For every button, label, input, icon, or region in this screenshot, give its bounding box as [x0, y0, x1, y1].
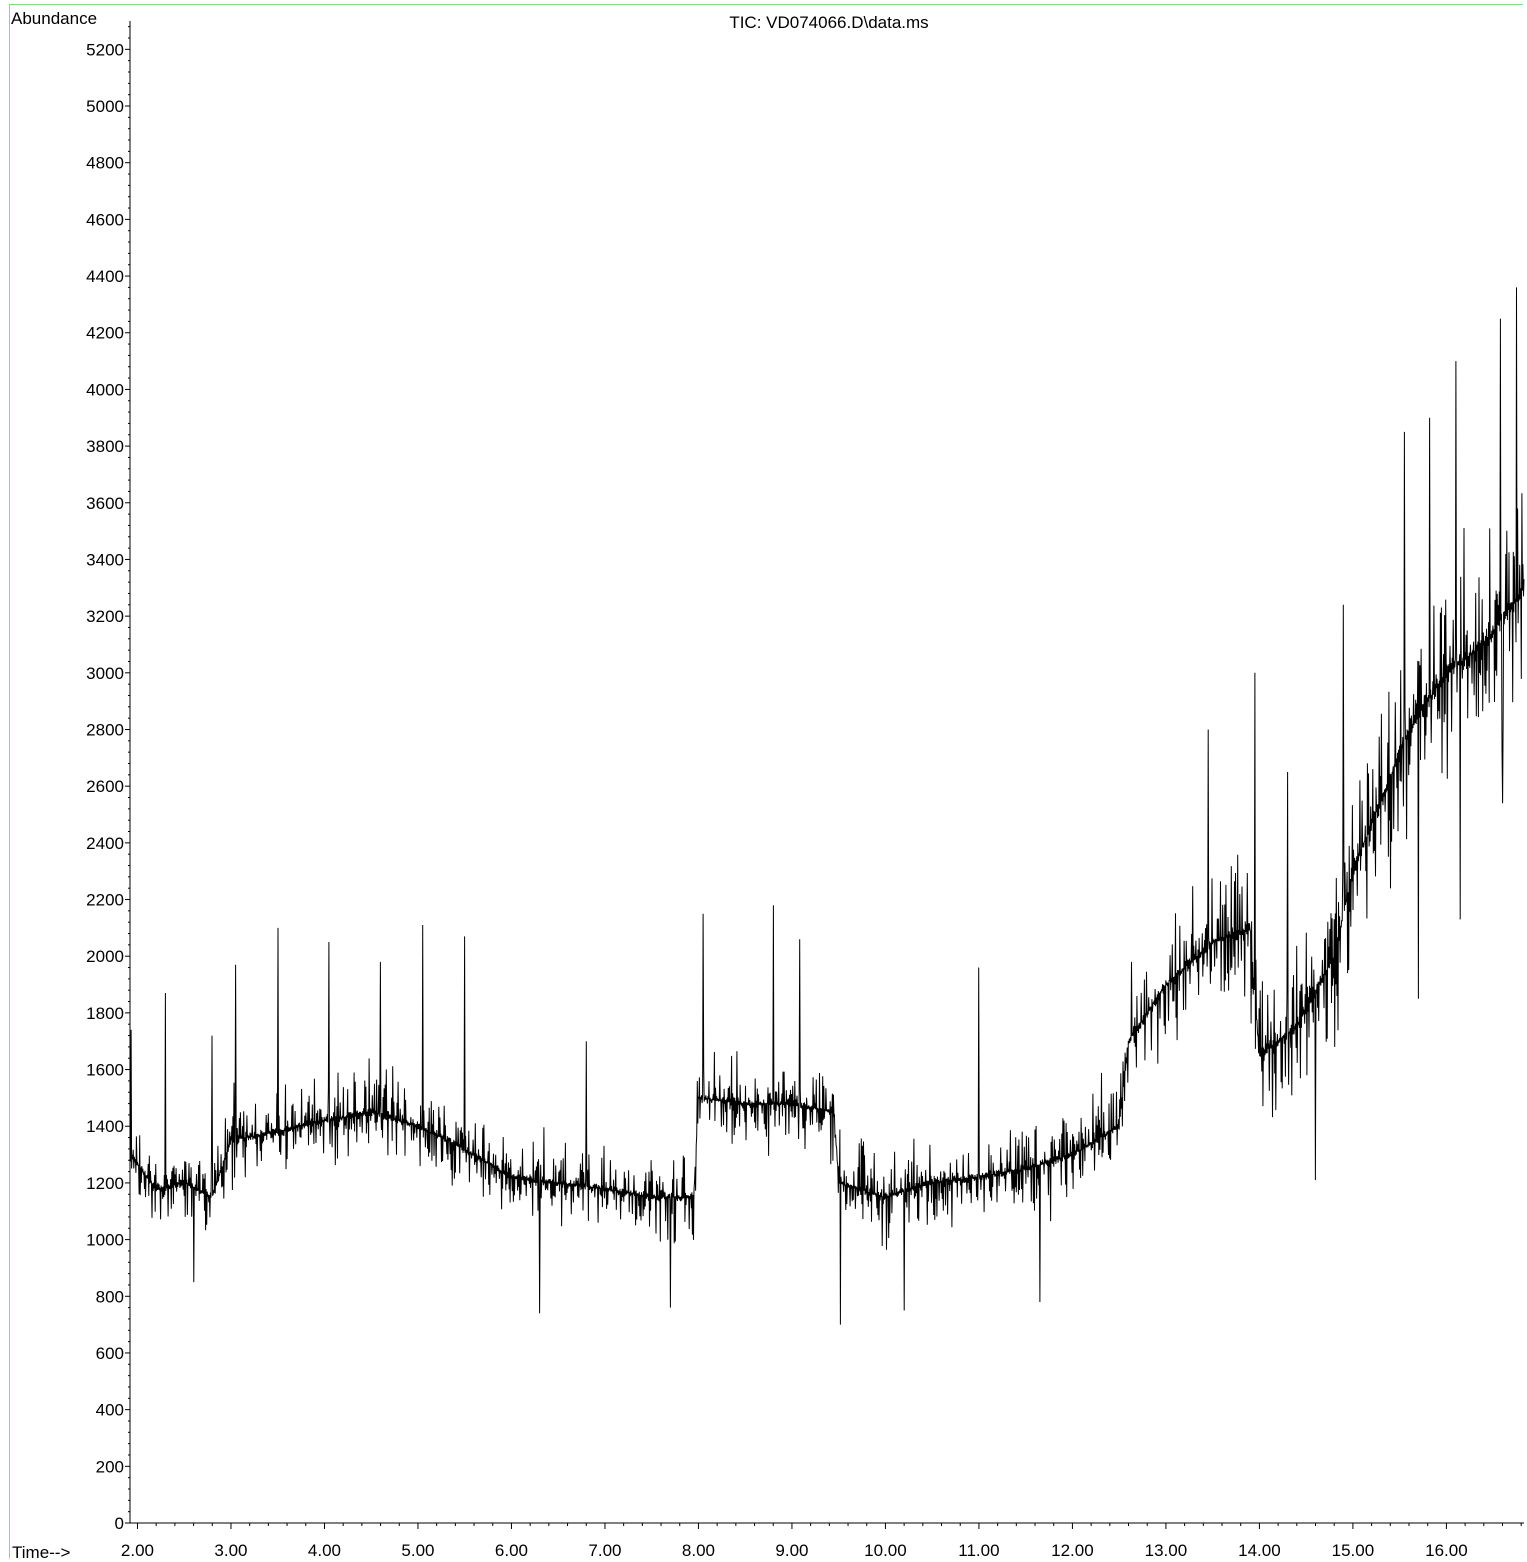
x-axis-label: Time-->	[12, 1543, 70, 1562]
y-tick-label: 5000	[86, 97, 124, 116]
y-tick-label: 1200	[86, 1174, 124, 1193]
y-tick-label: 400	[96, 1401, 124, 1420]
chart-title: TIC: VD074066.D\data.ms	[729, 13, 928, 32]
x-tick-label: 5.00	[401, 1541, 434, 1560]
plot-frame	[9, 4, 1523, 1558]
y-tick-label: 1400	[86, 1117, 124, 1136]
x-tick-label: 14.00	[1238, 1541, 1281, 1560]
y-tick-label: 3800	[86, 437, 124, 456]
x-tick-label: 7.00	[588, 1541, 621, 1560]
x-tick-label: 10.00	[864, 1541, 907, 1560]
y-tick-label: 1000	[86, 1231, 124, 1250]
y-tick-label: 3600	[86, 494, 124, 513]
y-tick-label: 4600	[86, 210, 124, 229]
y-tick-label: 200	[96, 1457, 124, 1476]
x-tick-label: 6.00	[495, 1541, 528, 1560]
y-tick-label: 4000	[86, 380, 124, 399]
y-tick-label: 600	[96, 1344, 124, 1363]
y-tick-label: 2800	[86, 720, 124, 739]
tic-signal-line	[129, 287, 1525, 1325]
y-tick-label: 0	[115, 1514, 124, 1533]
x-tick-label: 3.00	[214, 1541, 247, 1560]
y-tick-label: 4400	[86, 267, 124, 286]
x-tick-label: 8.00	[682, 1541, 715, 1560]
x-tick-label: 12.00	[1051, 1541, 1094, 1560]
y-tick-label: 2200	[86, 891, 124, 910]
y-tick-label: 3400	[86, 550, 124, 569]
y-tick-label: 5200	[86, 40, 124, 59]
y-tick-label: 1800	[86, 1004, 124, 1023]
y-tick-label: 1600	[86, 1061, 124, 1080]
y-tick-label: 3200	[86, 607, 124, 626]
y-tick-label: 2400	[86, 834, 124, 853]
plot-area	[129, 287, 1525, 1325]
y-tick-label: 800	[96, 1287, 124, 1306]
x-tick-label: 11.00	[958, 1541, 999, 1560]
y-tick-label: 2000	[86, 947, 124, 966]
x-tick-label: 15.00	[1332, 1541, 1375, 1560]
x-tick-label: 13.00	[1145, 1541, 1188, 1560]
x-tick-label: 2.00	[121, 1541, 154, 1560]
y-tick-label: 2600	[86, 777, 124, 796]
x-tick-label: 4.00	[308, 1541, 341, 1560]
y-tick-label: 4200	[86, 324, 124, 343]
y-axis-label: Abundance	[11, 9, 97, 28]
x-tick-label: 16.00	[1425, 1541, 1468, 1560]
x-tick-label: 9.00	[775, 1541, 808, 1560]
y-tick-label: 3000	[86, 664, 124, 683]
y-tick-label: 4800	[86, 154, 124, 173]
axes: 0 200 400 600 800 1000 1200 1400 1600 1800 2000 220…	[86, 21, 1524, 1560]
